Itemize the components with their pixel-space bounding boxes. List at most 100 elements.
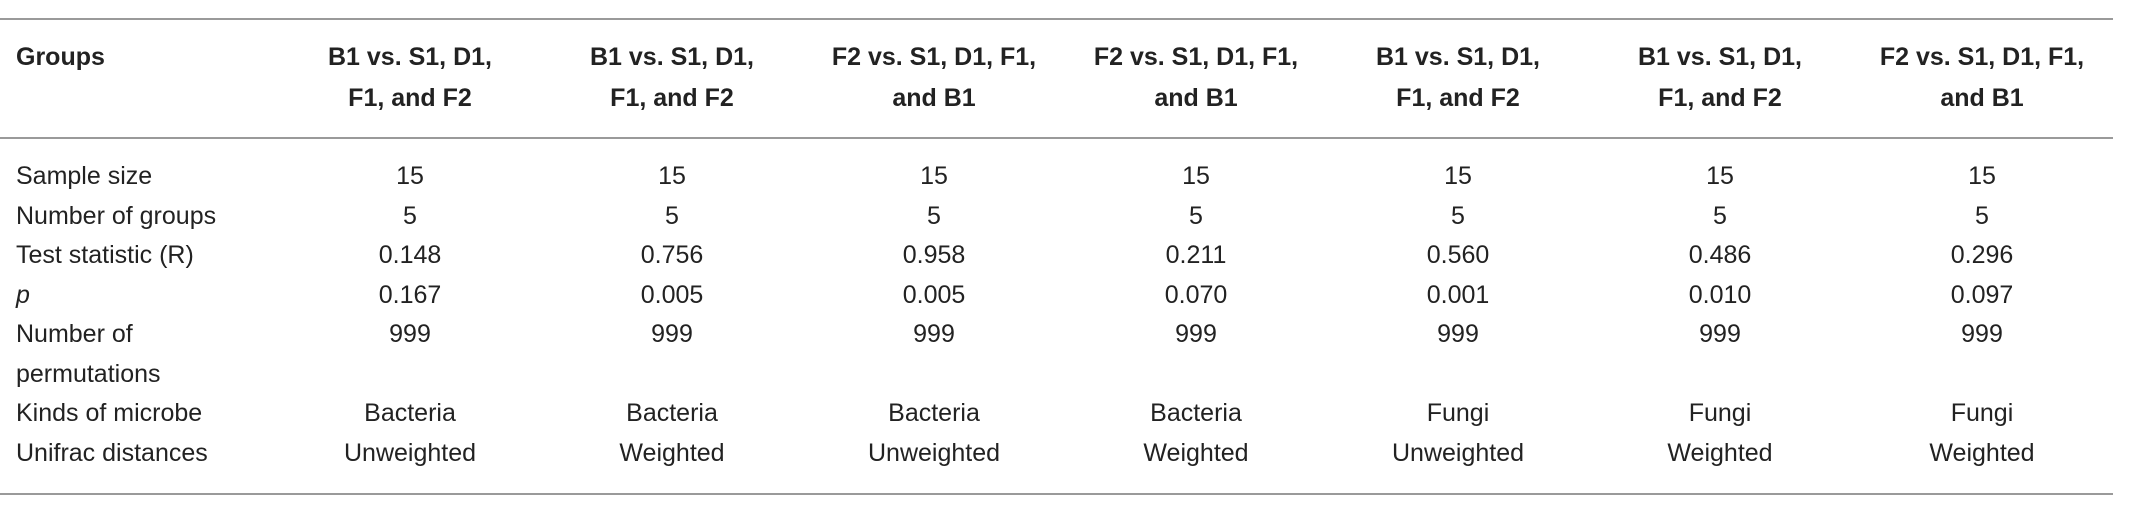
header-text: F1, and F2 — [1658, 84, 1782, 112]
row-label: Kinds of microbe — [16, 399, 203, 427]
table-row: Number of groups 5 5 5 5 5 5 5 — [0, 197, 2113, 237]
row-label-cell: p — [0, 276, 279, 316]
header-text: B1 vs. S1, D1, — [328, 43, 492, 71]
header-text: B1 vs. S1, D1, — [1376, 43, 1540, 71]
cell-value: Bacteria — [1150, 399, 1242, 427]
value-cell: 15 — [1065, 138, 1327, 197]
cell-value: 15 — [658, 162, 686, 190]
cell-value: 999 — [389, 320, 431, 348]
row-label: p — [16, 280, 30, 309]
cell-value: 5 — [1975, 201, 1989, 230]
header-text: F2 vs. S1, D1, F1, — [1093, 43, 1299, 71]
cell-value: 0.010 — [1688, 280, 1752, 309]
value-cell: 999 — [803, 315, 1065, 394]
table-row: Unifrac distances Unweighted Weighted Unwei… — [0, 434, 2113, 495]
value-cell: 15 — [541, 138, 803, 197]
cell-value: Weighted — [1143, 438, 1249, 467]
header-cell: F2 vs. S1, D1, F1, and B1 — [803, 19, 1065, 138]
header-cell: B1 vs. S1, D1, F1, and F2 — [1589, 19, 1851, 138]
cell-value: 0.097 — [1950, 280, 2014, 309]
value-cell: Weighted — [1589, 434, 1851, 495]
value-cell: Fungi — [1589, 394, 1851, 434]
cell-value: 0.005 — [902, 280, 966, 309]
value-cell: 5 — [1851, 197, 2113, 237]
row-label: Sample size — [16, 162, 153, 190]
header-cell: F2 vs. S1, D1, F1, and B1 — [1065, 19, 1327, 138]
value-cell: Unweighted — [1327, 434, 1589, 495]
value-cell: Bacteria — [541, 394, 803, 434]
value-cell: Unweighted — [279, 434, 541, 495]
row-label-cell: Number of permutations — [0, 315, 279, 394]
value-cell: 0.211 — [1065, 236, 1327, 276]
cell-value: 15 — [1706, 162, 1734, 190]
cell-value: 5 — [1451, 201, 1465, 230]
cell-value: 15 — [1444, 162, 1472, 190]
row-label: Test statistic (R) — [16, 241, 194, 269]
value-cell: 15 — [279, 138, 541, 197]
value-cell: 0.005 — [541, 276, 803, 316]
value-cell: 0.070 — [1065, 276, 1327, 316]
header-text: and B1 — [1940, 84, 2024, 112]
value-cell: 5 — [1589, 197, 1851, 237]
row-label-cell: Test statistic (R) — [0, 236, 279, 276]
value-cell: 5 — [279, 197, 541, 237]
value-cell: 999 — [1327, 315, 1589, 394]
cell-value: 15 — [920, 162, 948, 190]
value-cell: 999 — [1851, 315, 2113, 394]
value-cell: 5 — [541, 197, 803, 237]
value-cell: 999 — [1589, 315, 1851, 394]
header-text: Groups — [16, 43, 105, 71]
cell-value: 999 — [913, 320, 955, 348]
header-text: B1 vs. S1, D1, — [590, 43, 754, 71]
header-cell: B1 vs. S1, D1, F1, and F2 — [541, 19, 803, 138]
cell-value: 999 — [1961, 320, 2003, 348]
row-label-cell: Number of groups — [0, 197, 279, 237]
header-cell: B1 vs. S1, D1, F1, and F2 — [279, 19, 541, 138]
table-row: p 0.167 0.005 0.005 0.070 0.001 0.010 0.097 — [0, 276, 2113, 316]
cell-value: Unweighted — [1391, 438, 1525, 467]
row-label: Number of groups — [16, 201, 217, 230]
cell-value: Unweighted — [343, 438, 477, 467]
header-text: and B1 — [892, 84, 976, 112]
table-body: Sample size 15 15 15 15 15 15 15 Number of group… — [0, 138, 2113, 494]
cell-value: Bacteria — [364, 399, 456, 427]
table-row: Number of permutations 999 999 999 999 999 999… — [0, 315, 2113, 394]
cell-value: 0.167 — [378, 280, 442, 309]
value-cell: Bacteria — [279, 394, 541, 434]
value-cell: Fungi — [1327, 394, 1589, 434]
cell-value: 5 — [1189, 201, 1203, 230]
header-row: Groups B1 vs. S1, D1, F1, and F2 B1 vs. S1,… — [0, 19, 2113, 138]
value-cell: Fungi — [1851, 394, 2113, 434]
header-cell: B1 vs. S1, D1, F1, and F2 — [1327, 19, 1589, 138]
table-row: Sample size 15 15 15 15 15 15 15 — [0, 138, 2113, 197]
header-text: B1 vs. S1, D1, — [1638, 43, 1802, 71]
row-label-cell: Unifrac distances — [0, 434, 279, 495]
cell-value: Weighted — [1667, 438, 1773, 467]
cell-value: 0.958 — [902, 241, 966, 269]
cell-value: 15 — [1182, 162, 1210, 190]
value-cell: 0.486 — [1589, 236, 1851, 276]
header-text: and B1 — [1154, 84, 1238, 112]
value-cell: 15 — [1327, 138, 1589, 197]
value-cell: 999 — [279, 315, 541, 394]
value-cell: 0.296 — [1851, 236, 2113, 276]
cell-value: 0.486 — [1688, 241, 1752, 269]
value-cell: 0.560 — [1327, 236, 1589, 276]
value-cell: 0.958 — [803, 236, 1065, 276]
cell-value: Bacteria — [888, 399, 980, 427]
table-row: Test statistic (R) 0.148 0.756 0.958 0.211 0.… — [0, 236, 2113, 276]
header-cell: F2 vs. S1, D1, F1, and B1 — [1851, 19, 2113, 138]
cell-value: 0.148 — [378, 241, 442, 269]
value-cell: Unweighted — [803, 434, 1065, 495]
value-cell: 0.756 — [541, 236, 803, 276]
cell-value: 5 — [1713, 201, 1727, 230]
cell-value: 0.756 — [640, 241, 704, 269]
cell-value: 15 — [396, 162, 424, 190]
value-cell: 15 — [803, 138, 1065, 197]
cell-value: 0.001 — [1426, 280, 1490, 309]
value-cell: 999 — [541, 315, 803, 394]
row-label-cell: Sample size — [0, 138, 279, 197]
row-label: Unifrac distances — [16, 438, 208, 467]
cell-value: Fungi — [1688, 399, 1752, 427]
value-cell: Weighted — [541, 434, 803, 495]
